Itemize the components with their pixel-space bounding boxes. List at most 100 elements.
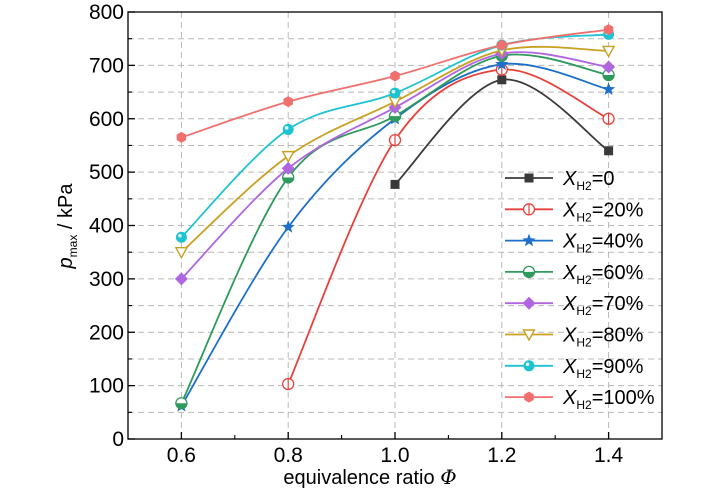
legend-label-subscript: H2 [576,304,592,318]
legend-label-value: =70% [592,293,644,315]
legend-marker [524,391,534,403]
data-point [282,123,294,135]
legend-label-value: =90% [592,356,644,378]
series-7 [176,24,614,143]
legend-label-prefix: X [562,325,577,347]
data-point [495,57,509,70]
x-tick-label: 1.2 [487,444,516,467]
legend-marker [523,360,535,372]
data-point [390,70,400,82]
x-tick-label: 0.8 [274,444,303,467]
y-tick-label: 200 [89,321,124,344]
legend-item: XH2=20% [505,199,644,224]
legend-label: XH2=90% [562,356,644,381]
legend-marker [524,173,534,183]
legend-label: XH2=100% [562,387,655,412]
data-point-fill [389,116,401,122]
legend-label-value: =40% [592,231,644,253]
data-point [604,146,614,156]
y-tick-label: 600 [89,108,124,131]
series-line [180,62,609,407]
data-point-fill [175,403,187,409]
legend-label-prefix: X [562,262,577,284]
data-point [175,231,187,243]
legend-item: XH2=100% [505,387,655,412]
data-point-fill [603,74,615,81]
legend-label-prefix: X [562,293,577,315]
data-point-fill [282,177,294,183]
legend-label-value: =60% [592,262,644,284]
data-point [497,75,507,85]
y-tick-label: 700 [89,54,124,77]
grid-layer [128,12,662,439]
legend-label: XH2=70% [562,293,644,318]
x-tick-label: 0.6 [167,444,196,467]
legend-label-subscript: H2 [576,242,592,256]
y-axis-title-unit: / kPa [55,183,77,235]
y-tick-label: 300 [89,268,124,291]
data-point-shine [391,89,396,94]
legend-label-subscript: H2 [576,336,592,350]
x-axis-title-text: equivalence ratio [283,467,440,489]
data-point [601,82,616,96]
legend-label-prefix: X [562,199,577,221]
data-point [497,39,507,51]
x-tick-label: 1.0 [380,444,409,467]
data-point [390,179,400,189]
y-axis-title: pmax / kPa [55,183,80,270]
legend-label: XH2=60% [562,262,644,287]
legend-label: XH2=20% [562,199,644,224]
data-point [281,220,295,233]
legend-label: XH2=40% [562,231,644,256]
legend-label-prefix: X [562,356,577,378]
data-point [174,246,189,260]
y-axis-title-subscript: max [66,235,80,258]
legend-label-prefix: X [562,231,577,253]
legend-layer: XH2=0XH2=20%XH2=40%XH2=60%XH2=70%XH2=80%… [505,168,655,412]
legend-marker [522,329,536,342]
y-tick-label: 800 [89,1,124,24]
data-point [281,161,295,175]
legend-label: XH2=80% [562,325,644,350]
legend-label-prefix: X [562,387,577,409]
data-point [281,150,295,164]
data-point [389,87,401,99]
series-line [287,68,609,385]
legend-label-subscript: H2 [576,273,592,287]
y-axis-title-symbol: p [55,257,77,269]
y-tick-label: 400 [89,215,124,238]
x-axis-title: equivalence ratio Φ [283,465,456,489]
data-point [602,60,616,74]
series-layer [174,24,616,412]
legend-label-value: =20% [592,199,644,221]
legend-item: XH2=60% [505,262,644,287]
legend-marker [522,233,536,247]
data-point [283,96,293,108]
y-tick-label: 100 [89,375,124,398]
legend-marker-shine [525,362,530,367]
data-point-shine [284,126,289,130]
data-point [174,272,188,286]
legend-marker [522,296,536,310]
legend-label-prefix: X [562,168,577,190]
series-line [180,53,609,404]
axes-layer: 0 100 200 300 400 500 600 700 800 0.6 0.8 1.0 1.2 1.4 [89,1,663,467]
x-axis-title-symbol: Φ [440,465,456,489]
data-point [601,45,616,58]
legend-item: XH2=40% [505,231,644,256]
legend-label-subscript: H2 [576,210,592,224]
legend-item: XH2=70% [505,293,644,318]
legend-label-value: =0 [592,168,615,190]
y-tick-label: 0 [112,428,124,451]
y-tick-label: 500 [89,161,124,184]
legend-label: XH2=0 [562,168,615,193]
series-0 [390,75,614,189]
legend-item: XH2=0 [505,168,615,193]
data-point [603,24,614,36]
data-point [176,131,187,143]
legend-item: XH2=80% [505,325,644,350]
legend-label-value: =100% [592,387,655,409]
data-point-shine [178,233,182,238]
legend-marker-fill [523,271,535,278]
